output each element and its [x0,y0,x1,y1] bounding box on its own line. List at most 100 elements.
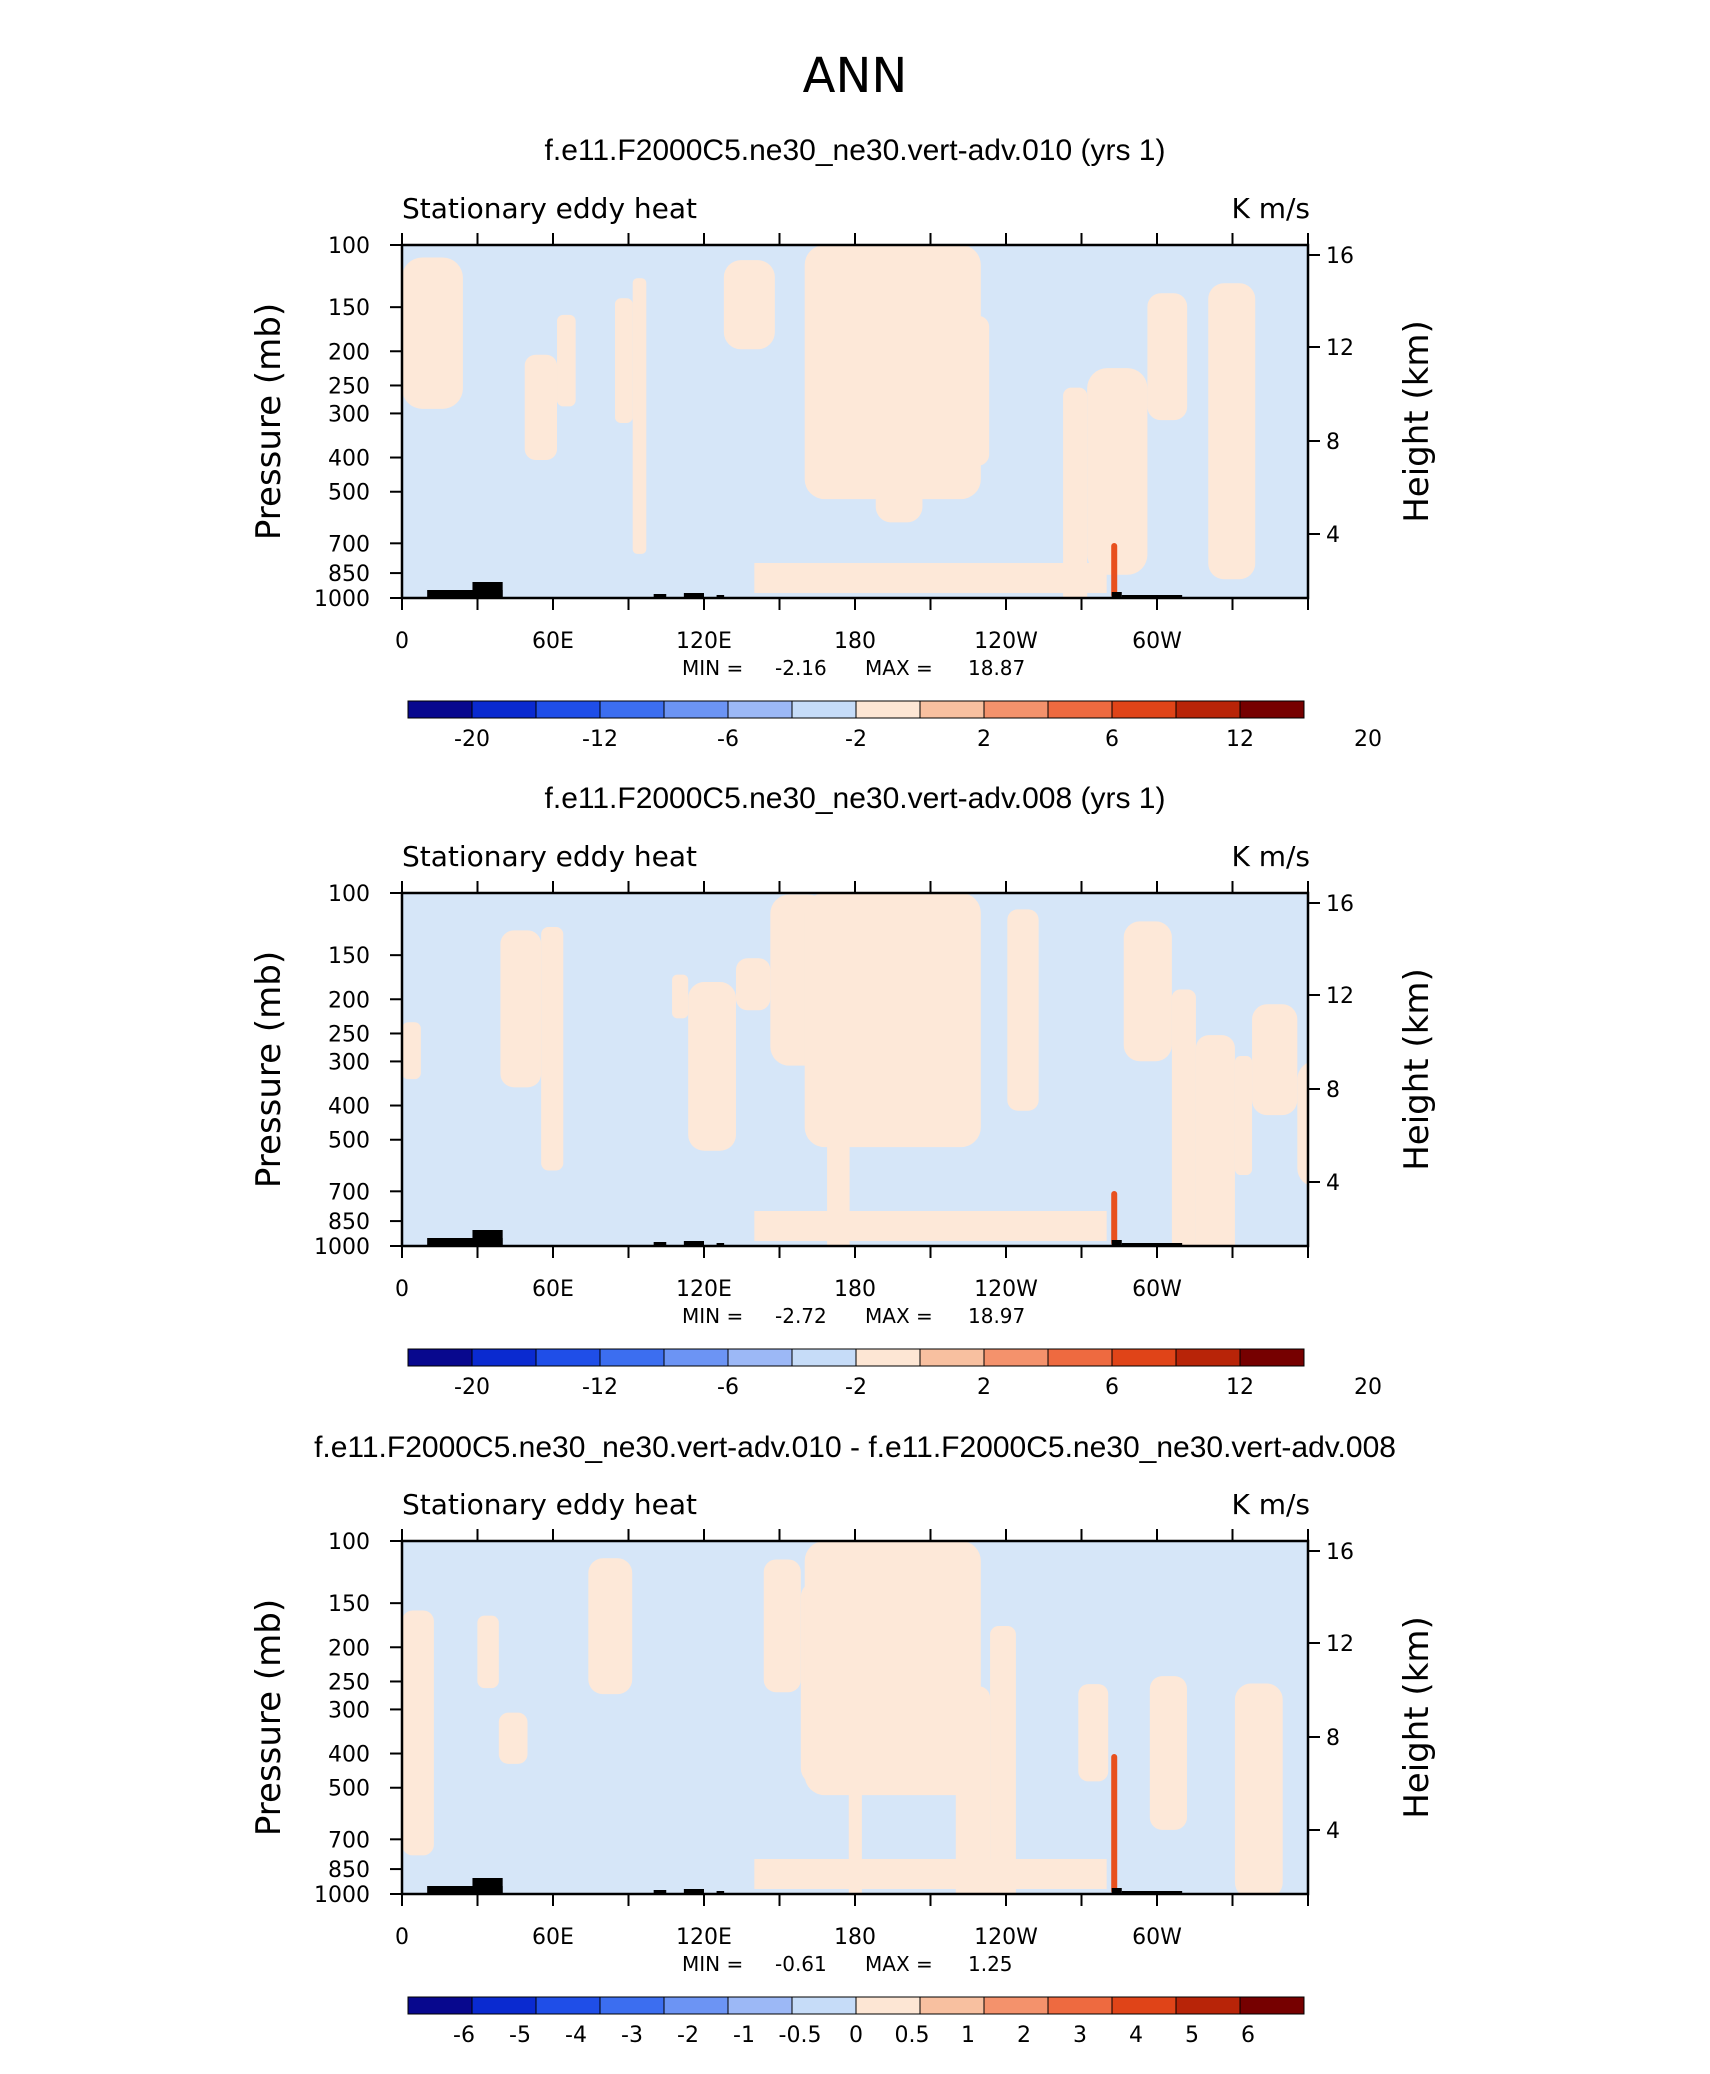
colorbar-box [1239,700,1305,719]
x-tick-label: 60W [1132,1277,1182,1302]
colorbar-box [1111,1348,1177,1367]
field-patch [1147,293,1188,421]
field-patch [754,1211,1107,1241]
colorbar-box [599,1996,665,2015]
colorbar-label: 5 [1185,2023,1199,2048]
x-tick-label: 60W [1132,1925,1182,1950]
x-tick-label: 60E [532,1277,574,1302]
y-tick-label: 200 [328,340,370,365]
x-tick-label: 180 [834,629,876,654]
y-tick-right-label: 16 [1326,892,1354,917]
colorbar-box [471,1996,537,2015]
x-tick-label: 0 [395,1925,409,1950]
colorbar-box [471,700,537,719]
colorbar-box [855,1348,921,1367]
field-patch [402,1610,434,1856]
y-tick-label: 1000 [314,587,370,612]
y-axis-right-label: Height (km) [1397,1616,1437,1819]
y-tick-label: 1000 [314,1235,370,1260]
y-tick-label: 100 [328,234,370,259]
colorbar-label: -2 [677,2023,699,2048]
max-label: MAX = [865,1952,933,1976]
field-patch [804,245,981,500]
y-tick-right-label: 16 [1326,244,1354,269]
y-tick-label: 100 [328,882,370,907]
y-tick-label: 300 [328,402,370,427]
y-tick-label: 850 [328,562,370,587]
terrain [1111,1888,1122,1894]
colorbar-label: -20 [454,1375,490,1400]
field-patch [588,1558,633,1695]
colorbar-label: -2 [845,727,867,752]
colorbar-box [1175,700,1241,719]
colorbar-label: -3 [621,2023,643,2048]
spike [1111,1191,1118,1246]
field-patch [754,563,1107,593]
y-tick-right-label: 12 [1326,1632,1354,1657]
field-patch [498,1712,528,1764]
min-label: MIN = [682,1952,743,1976]
y-tick-label: 250 [328,1670,370,1695]
field-patches [402,893,1308,1246]
field-patch [524,354,558,460]
colorbar-label: 12 [1226,727,1254,752]
colorbar-box [983,700,1049,719]
field-patch [402,257,463,409]
y-tick-label: 700 [328,1180,370,1205]
terrain [716,1891,725,1894]
y-tick-right-label: 4 [1326,1819,1340,1844]
y-tick-label: 250 [328,374,370,399]
field-patch [1234,1056,1253,1175]
colorbar-label: -5 [509,2023,531,2048]
colorbar-label: 20 [1354,727,1382,752]
colorbar-box [599,1348,665,1367]
x-tick-label: 60E [532,1925,574,1950]
colorbar-label: -4 [565,2023,587,2048]
colorbar-box [1047,1996,1113,2015]
panel-1-title: f.e11.F2000C5.ne30_ne30.vert-adv.010 (yr… [545,134,1166,167]
field-patch [1087,368,1148,575]
y-tick-label: 500 [328,1777,370,1802]
colorbar-box [1239,1348,1305,1367]
panel-3-subtitle: Stationary eddy heat [402,1488,697,1521]
colorbar-box [1047,700,1113,719]
colorbar-box [1175,1996,1241,2015]
colorbar-box [599,700,665,719]
figure-title: ANN [803,48,908,104]
y-tick-right-label: 8 [1326,1078,1340,1103]
max-label: MAX = [865,1304,933,1328]
field-patch [1195,1035,1235,1246]
x-tick-label: 60W [1132,629,1182,654]
y-tick-label: 400 [328,1743,370,1768]
panel-3-units: K m/s [1231,1488,1310,1521]
colorbar-label: -6 [717,727,739,752]
field-patch [688,982,736,1151]
min-label: MIN = [682,656,743,680]
field-patch [1208,283,1256,580]
y-tick-label: 400 [328,1095,370,1120]
colorbar-box [919,1348,985,1367]
min-max-stats: MIN = -0.61 MAX = 1.25 [682,1952,1013,1976]
colorbar-box [535,1996,601,2015]
terrain [653,594,667,598]
y-tick-label: 250 [328,1022,370,1047]
min-value: -0.61 [775,1952,827,1976]
colorbar-box [407,1348,473,1367]
terrain [472,1878,503,1894]
y-tick-label: 100 [328,1530,370,1555]
colorbar-label: 3 [1073,2023,1087,2048]
colorbar-label: 0.5 [895,2023,930,2048]
y-tick-right-label: 12 [1326,336,1354,361]
y-tick-label: 200 [328,988,370,1013]
terrain [716,1243,725,1246]
colorbar-box [663,1996,729,2015]
spike [1111,543,1118,598]
terrain [1121,595,1183,598]
y-axis-label: Pressure (mb) [249,1599,289,1836]
max-value: 18.87 [968,656,1025,680]
min-label: MIN = [682,1304,743,1328]
colorbar-label: 2 [977,1375,991,1400]
terrain [472,582,503,598]
colorbar-box [791,1348,857,1367]
